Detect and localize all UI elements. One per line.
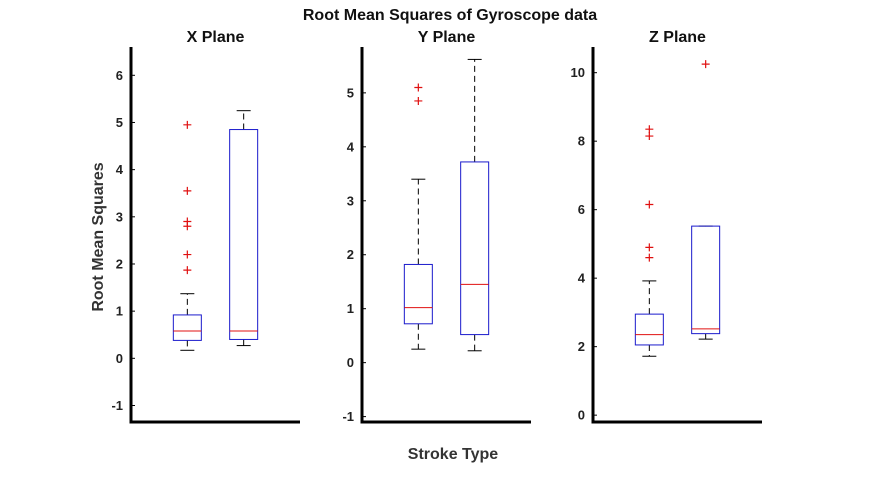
figure-title: Root Mean Squares of Gyroscope data [303,7,597,24]
outlier-marker [183,250,192,259]
outlier-marker [183,266,192,275]
box [691,225,721,335]
y-tick-label: 1 [116,304,123,319]
box [229,129,259,340]
y-tick-label: 5 [116,115,123,130]
subplot-title: Z Plane [649,29,706,46]
y-tick-label: 4 [578,271,586,286]
box [634,313,664,346]
y-tick-label: 4 [116,162,124,177]
outlier-marker [645,132,654,141]
y-tick-label: 2 [116,256,123,271]
outlier-marker [645,125,654,134]
outlier-marker [183,217,192,226]
outlier-marker [645,200,654,209]
subplot-title: X Plane [187,29,245,46]
subplot-2: Y Plane -1 0 1 2 3 4 5 [342,29,531,424]
y-tick-label: 6 [578,202,585,217]
y-tick-label: 6 [116,68,123,83]
y-tick-label: -1 [342,409,354,424]
y-tick-label: 3 [116,209,123,224]
y-tick-label: 2 [578,339,585,354]
box [460,161,490,336]
y-tick-label: 5 [347,85,354,100]
y-tick-label: 0 [347,355,354,370]
y-tick-label: 3 [347,193,354,208]
y-tick-label: 2 [347,247,354,262]
outlier-marker [645,253,654,262]
y-tick-label: 0 [116,351,123,366]
y-tick-label: -1 [111,398,123,413]
x-axis-label: Stroke Type [408,446,499,463]
outlier-marker [414,96,423,105]
y-tick-label: 10 [571,65,585,80]
y-tick-label: 8 [578,134,585,149]
y-axis-label: Root Mean Squares [90,162,107,311]
outlier-marker [645,243,654,252]
subplot-group: X Plane -1 0 1 2 3 4 5 6 Y Plane -1 0 1 2 3 4 5 Z Plane 0 2… [111,29,762,424]
box [403,263,433,325]
subplot-3: Z Plane 0 2 4 6 8 10 [571,29,762,424]
subplot-title: Y Plane [418,29,476,46]
outlier-marker [183,120,192,129]
outlier-marker [701,60,710,69]
outlier-marker [183,186,192,195]
y-tick-label: 4 [347,139,355,154]
subplot-1: X Plane -1 0 1 2 3 4 5 6 [111,29,300,424]
y-tick-label: 1 [347,301,354,316]
outlier-marker [414,83,423,92]
y-tick-label: 0 [578,408,585,423]
box [172,314,202,341]
